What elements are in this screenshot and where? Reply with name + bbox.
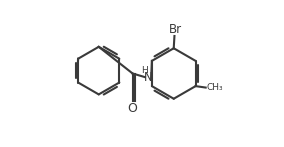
- Text: I: I: [76, 72, 79, 85]
- Text: N: N: [144, 71, 153, 84]
- Text: CH₃: CH₃: [206, 83, 223, 92]
- Text: H: H: [141, 66, 148, 75]
- Text: Br: Br: [169, 23, 182, 36]
- Text: O: O: [128, 102, 137, 115]
